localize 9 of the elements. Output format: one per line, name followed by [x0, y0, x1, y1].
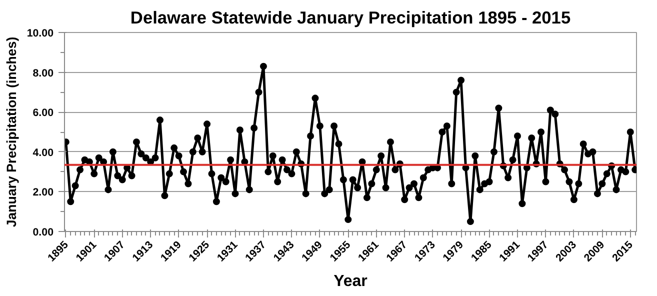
x-axis-title: Year	[334, 272, 368, 290]
y-tick-label: 2.00	[32, 186, 54, 199]
y-tick-label: 4.00	[32, 146, 54, 159]
y-tick-label: 6.00	[32, 107, 54, 120]
y-tick-label: 10.00	[26, 28, 54, 40]
y-axis-title: January Precipitation (inches)	[4, 36, 19, 228]
chart-title: Delaware Statewide January Precipitation 1895 - 2015	[130, 8, 571, 28]
y-tick-label: 0.00	[32, 226, 54, 238]
y-tick-label: 8.00	[32, 67, 54, 80]
